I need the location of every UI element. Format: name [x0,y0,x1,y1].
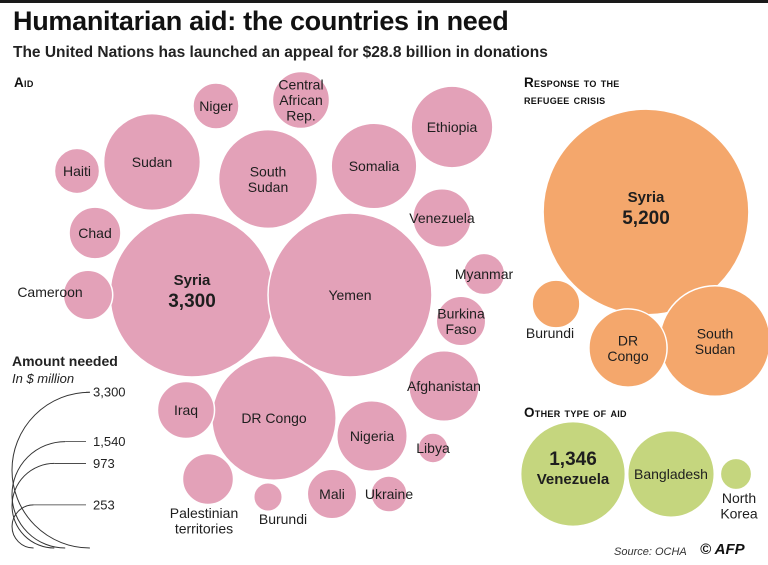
bubble-other-bangladesh [626,429,716,519]
bubble-aid-somalia [330,122,418,210]
bubble-label-aid-libya: Libya [416,440,450,456]
bubble-label-aid-haiti: Haiti [63,163,91,179]
bubble-aid-ukraine [370,475,408,513]
bubble-aid-nigeria [336,400,408,472]
bubble-label-aid-nigeria: Nigeria [350,428,395,444]
legend-arc-1 [11,441,66,549]
bubble-aid-south-sudan [217,128,319,230]
bubble-label-refugee-burundi: Burundi [526,325,574,341]
bubble-label-other-north-korea: North Korea [720,490,758,522]
legend-value-1: 1,540 [93,434,126,449]
bubble-label-other-venezuela: Venezuela [537,471,610,488]
legend-arc-3 [11,504,34,549]
legend-value-0: 3,300 [93,385,126,400]
legend-title: Amount needed [12,353,118,369]
bubble-aid-ethiopia [410,85,494,169]
bubble-value-other-venezuela: 1,346 [549,449,597,470]
section-aid-label: Aid [14,75,34,90]
section-refugee-label-line2: refugee crisis [524,92,606,107]
bubble-label-aid-ethiopia: Ethiopia [427,119,478,135]
bubble-value-aid-syria: 3,300 [168,291,216,312]
bubble-aid-afghanistan [408,350,480,422]
bubble-label-aid-afghanistan: Afghanistan [407,378,481,394]
bubble-label-refugee-dr-congo: DR Congo [607,332,648,364]
bubble-label-aid-cameroon: Cameroon [17,284,82,300]
bubble-label-aid-chad: Chad [78,225,111,241]
bubble-refugee-dr-congo [588,308,668,388]
bubble-label-aid-central-african-rep-: Central African Rep. [278,77,323,124]
bubble-label-aid-burkina-faso: Burkina Faso [437,305,485,337]
bubble-label-aid-syria: Syria [174,272,211,289]
bubble-label-aid-ukraine: Ukraine [365,486,413,502]
chart-subtitle: The United Nations has launched an appea… [13,44,548,61]
legend-arc-2 [11,462,55,549]
legend-value-3: 253 [93,497,115,512]
bubble-label-aid-sudan: Sudan [132,154,172,170]
source-note: Source: OCHA [614,546,687,558]
bubble-aid-libya [417,432,449,464]
bubble-aid-central-african-rep- [271,70,331,130]
bubble-label-other-bangladesh: Bangladesh [634,466,708,482]
bubble-label-aid-palestinian-territories: Palestinian territories [170,505,239,537]
bubble-label-aid-mali: Mali [319,486,345,502]
bubble-label-aid-venezuela: Venezuela [409,210,475,226]
top-rule [0,0,768,3]
bubble-label-aid-south-sudan: South Sudan [248,163,288,195]
bubble-label-aid-niger: Niger [199,98,233,114]
legend-subtitle: In $ million [12,371,75,386]
bubble-label-aid-burundi: Burundi [259,511,307,527]
section-refugee-label-line1: Response to the [524,75,620,90]
chart-title: Humanitarian aid: the countries in need [13,6,509,36]
bubble-aid-cameroon [62,269,114,321]
bubble-aid-burundi [252,481,284,513]
bubble-aid-niger [192,82,240,130]
legend-arc-0 [11,391,90,549]
legend-value-2: 973 [93,456,115,471]
bubble-aid-haiti [53,147,101,195]
bubble-label-refugee-south-sudan: South Sudan [695,325,735,357]
bubble-label-aid-yemen: Yemen [328,287,371,303]
bubble-label-aid-dr-congo: DR Congo [241,410,307,426]
afp-logo: © AFP [700,541,745,558]
bubble-aid-venezuela [412,188,472,248]
bubble-label-aid-myanmar: Myanmar [455,266,514,282]
bubble-aid-myanmar [462,252,506,296]
bubble-refugee-burundi [531,279,581,329]
bubble-aid-yemen [267,212,433,378]
bubble-aid-iraq [156,380,216,440]
bubble-label-refugee-syria: Syria [628,189,665,206]
bubble-aid-burkina-faso [435,295,487,347]
bubble-aid-sudan [102,112,202,212]
bubble-aid-palestinian-territories [181,452,235,506]
section-other-label: Other type of aid [524,405,627,420]
bubble-value-refugee-syria: 5,200 [622,208,670,229]
bubble-label-aid-iraq: Iraq [174,402,198,418]
bubble-other-north-korea [719,457,753,491]
bubble-aid-chad [68,206,122,260]
bubble-other-venezuela [519,420,627,528]
bubble-aid-mali [306,468,358,520]
bubble-label-aid-somalia: Somalia [349,158,400,174]
